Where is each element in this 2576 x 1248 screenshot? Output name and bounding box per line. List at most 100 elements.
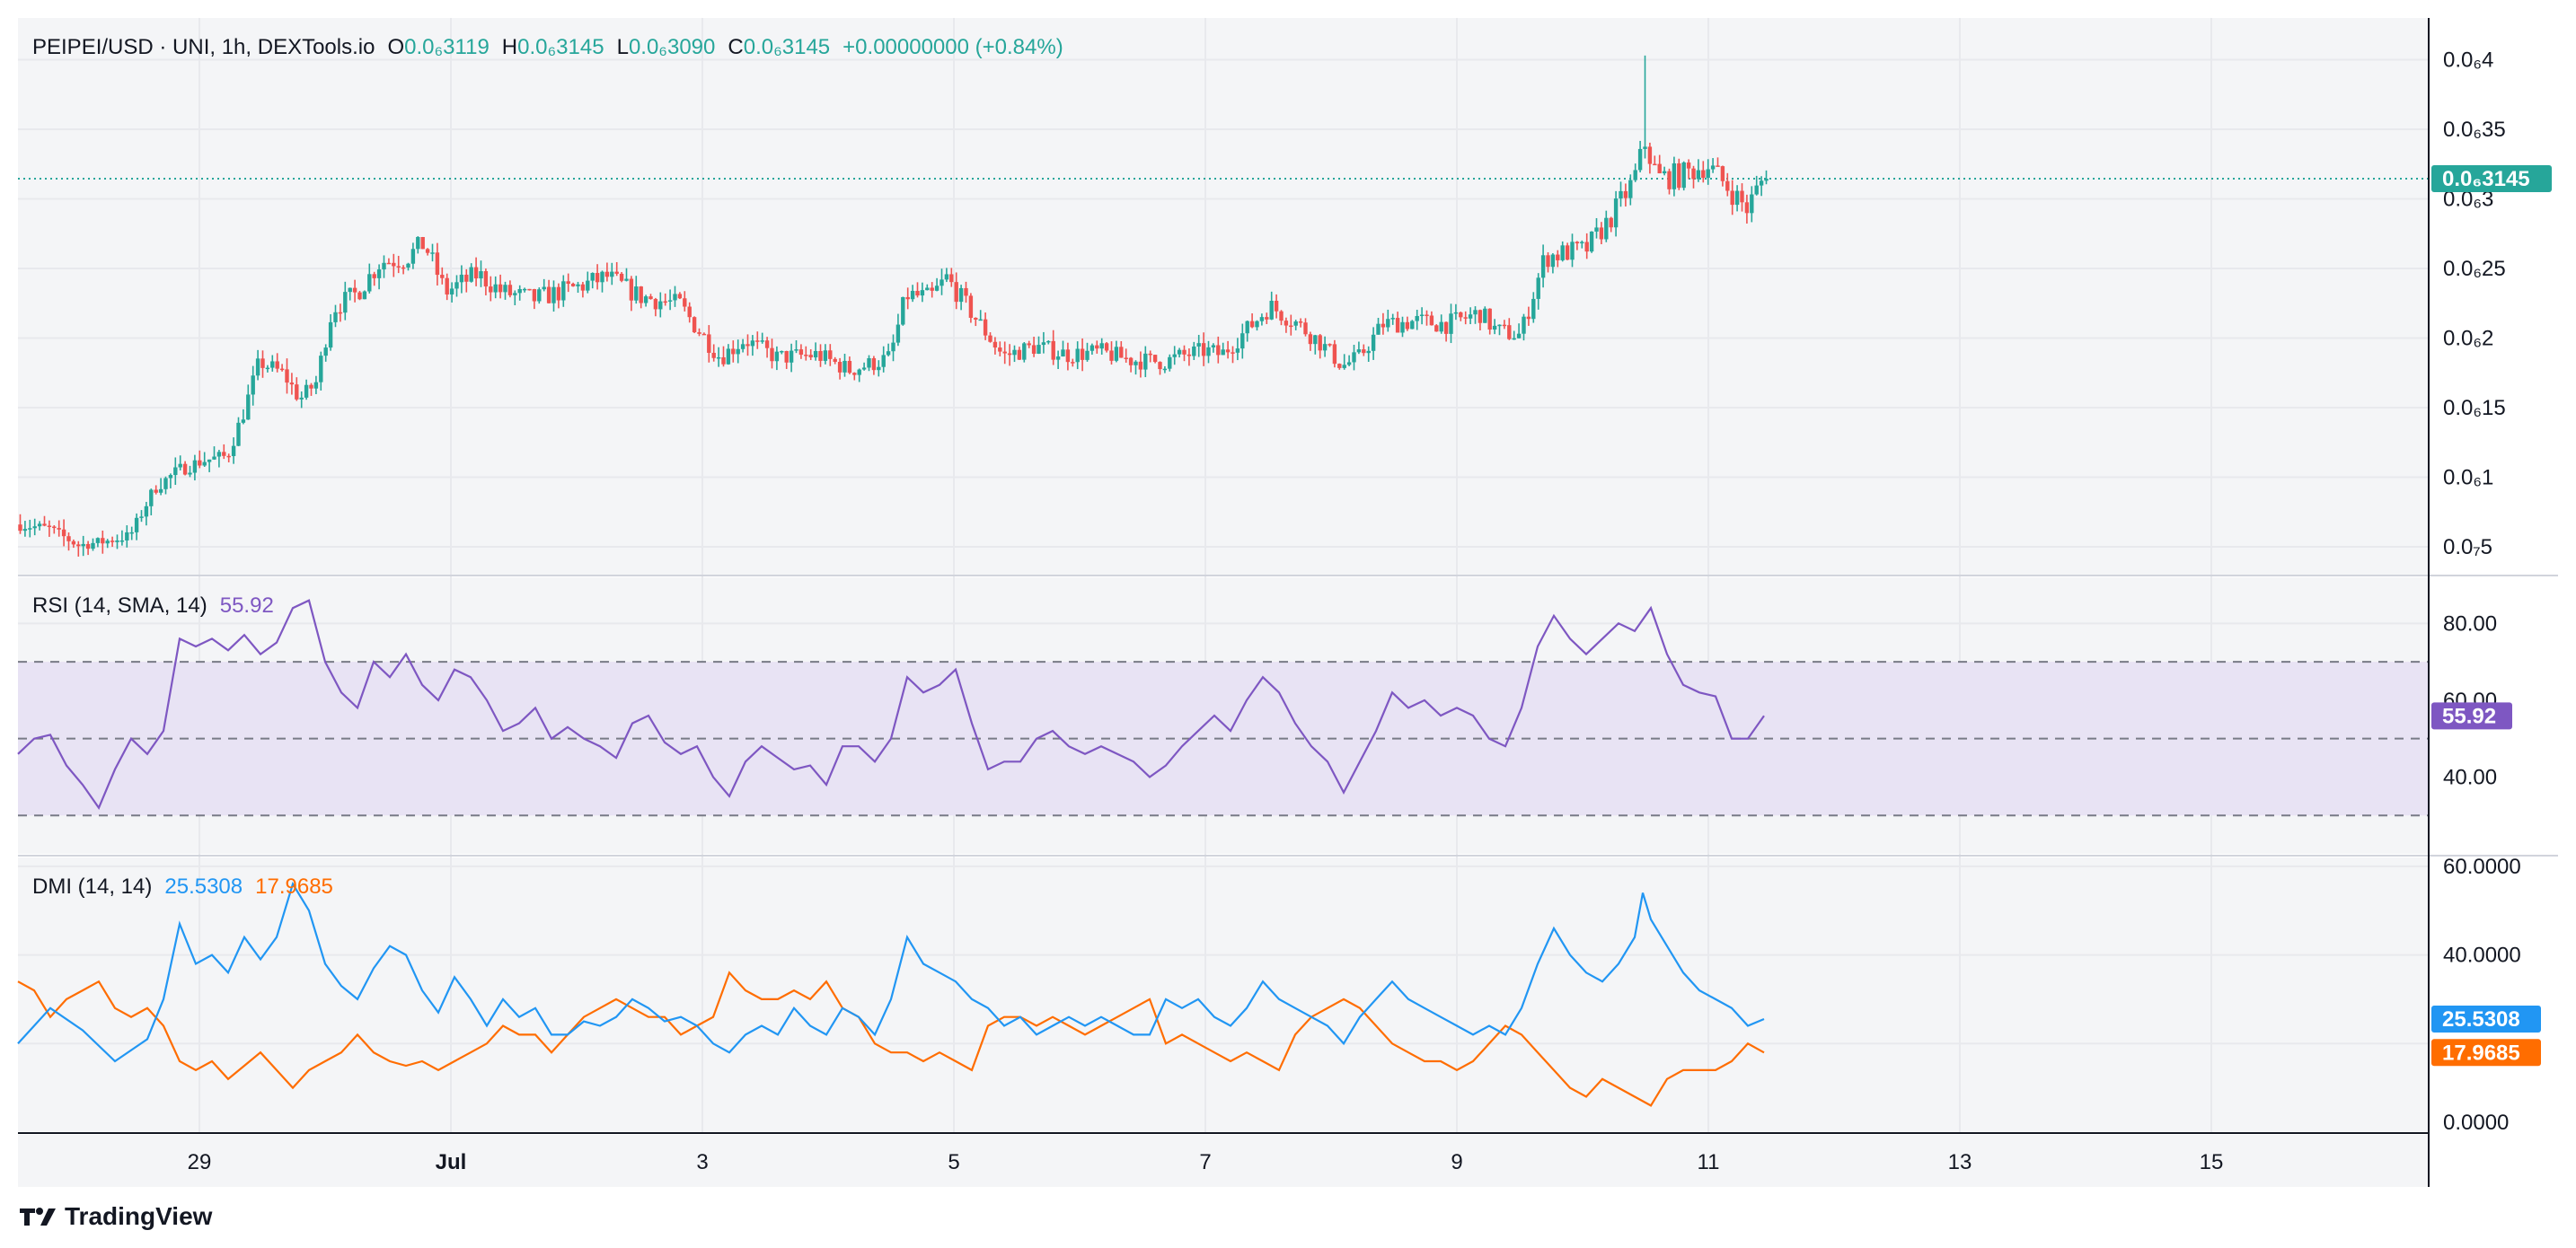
candle-body — [1516, 333, 1522, 338]
candle-body — [1710, 165, 1716, 170]
time-axis-background — [18, 1135, 2429, 1187]
candle-body — [1497, 324, 1502, 327]
candle-body — [182, 463, 188, 475]
candle-body — [401, 267, 406, 269]
candle-body — [1764, 179, 1769, 181]
dmi-plus-tag: 25.5308 — [2431, 1005, 2541, 1033]
candle-body — [677, 294, 683, 299]
tradingview-logo-icon — [20, 1208, 56, 1226]
candle-body — [1672, 163, 1677, 189]
candle-body — [1410, 321, 1415, 330]
candle-body — [66, 536, 71, 541]
candle-body — [639, 286, 643, 303]
candle-body — [1565, 245, 1570, 260]
candle-body — [643, 296, 648, 303]
price-axis[interactable]: 0.0₆40.0₆350.0₆30.0₆250.0₆20.0₆150.0₆10.… — [2443, 48, 2506, 560]
candle-body — [129, 532, 134, 534]
candle-body — [1114, 347, 1119, 361]
candle-body — [586, 280, 590, 291]
candle-body — [372, 274, 376, 278]
candle-body — [755, 340, 760, 342]
candle-body — [648, 296, 653, 300]
candle-body — [309, 384, 313, 389]
candle-body — [1240, 333, 1245, 349]
candle-body — [1599, 227, 1604, 240]
candle-body — [1119, 347, 1124, 358]
candle-body — [1720, 166, 1725, 181]
last-price-tag-text: 0.0₆3145 — [2442, 167, 2530, 191]
candle-body — [711, 352, 716, 358]
candle-body — [813, 350, 818, 358]
candle-body — [1540, 255, 1546, 278]
candle-body — [760, 340, 764, 342]
dmi-minus-tag: 17.9685 — [2431, 1039, 2541, 1067]
candle-body — [1090, 345, 1095, 351]
candle-body — [580, 284, 586, 291]
candle-body — [847, 360, 852, 374]
dmi-tick-label: 60.0000 — [2443, 855, 2521, 879]
last-price-tag: 0.0₆3145 — [2431, 165, 2552, 193]
candle-body — [376, 269, 382, 278]
candle-body — [1734, 190, 1740, 206]
candle-body — [134, 517, 139, 532]
candle-body — [1279, 311, 1284, 321]
candle-body — [774, 351, 780, 362]
candle-body — [406, 263, 410, 268]
candle-body — [595, 273, 600, 283]
price-tick-label: 0.0₆35 — [2443, 118, 2506, 142]
candle-body — [871, 357, 877, 371]
candle-body — [1633, 170, 1637, 180]
candle-body — [629, 278, 634, 301]
candle-body — [1662, 171, 1667, 174]
candle-body — [1075, 348, 1080, 363]
candle-body — [522, 288, 527, 291]
candle-body — [949, 274, 954, 283]
candle-body — [1249, 321, 1255, 328]
candle-body — [1080, 348, 1085, 360]
candle-body — [1507, 325, 1512, 339]
candle-body — [1143, 353, 1148, 370]
dmi-pane-background — [18, 857, 2429, 1132]
brand-name: TradingView — [65, 1202, 213, 1230]
candle-body — [1192, 346, 1196, 356]
candle-body — [740, 344, 745, 349]
candle-body — [139, 516, 144, 518]
candle-body — [968, 295, 974, 318]
time-axis[interactable]: 29 Jul 3 5 7 9 11 13 15 — [188, 1150, 2224, 1174]
candle-body — [958, 287, 964, 303]
candle-body — [1725, 180, 1730, 191]
candle-body — [1604, 217, 1609, 240]
candle-body — [212, 456, 216, 460]
rsi-last-tag-background — [2431, 702, 2512, 730]
low-label: L — [617, 35, 629, 59]
candle-body — [1526, 316, 1531, 320]
dmi-axis[interactable]: 60.0000 40.0000 0.0000 — [2443, 855, 2521, 1135]
candle-body — [1085, 350, 1090, 360]
candle-body — [173, 467, 178, 476]
candle-body — [852, 373, 857, 375]
candle-body — [837, 362, 842, 373]
dmi-label: DMI (14, 14) — [32, 874, 152, 899]
dmi-minus-tag-text: 17.9685 — [2442, 1041, 2520, 1065]
dmi-plus-value: 25.5308 — [164, 874, 243, 899]
candle-body — [716, 356, 721, 359]
rsi-value: 55.92 — [220, 593, 274, 618]
candle-body — [546, 286, 551, 303]
candle-body — [1463, 317, 1468, 319]
candle-body — [1216, 345, 1221, 356]
tradingview-brand[interactable]: TradingView — [18, 1200, 212, 1233]
candlestick-series — [18, 55, 1769, 557]
candle-body — [804, 355, 808, 356]
candle-body — [1104, 343, 1109, 351]
candle-body — [934, 286, 940, 291]
candle-body — [915, 290, 920, 296]
candle-body — [416, 236, 420, 250]
candle-body — [464, 274, 469, 282]
candle-body — [1716, 165, 1720, 167]
candle-body — [459, 274, 464, 283]
candle-body — [1308, 334, 1313, 345]
candle-body — [619, 273, 624, 281]
candle-body — [1570, 242, 1575, 260]
